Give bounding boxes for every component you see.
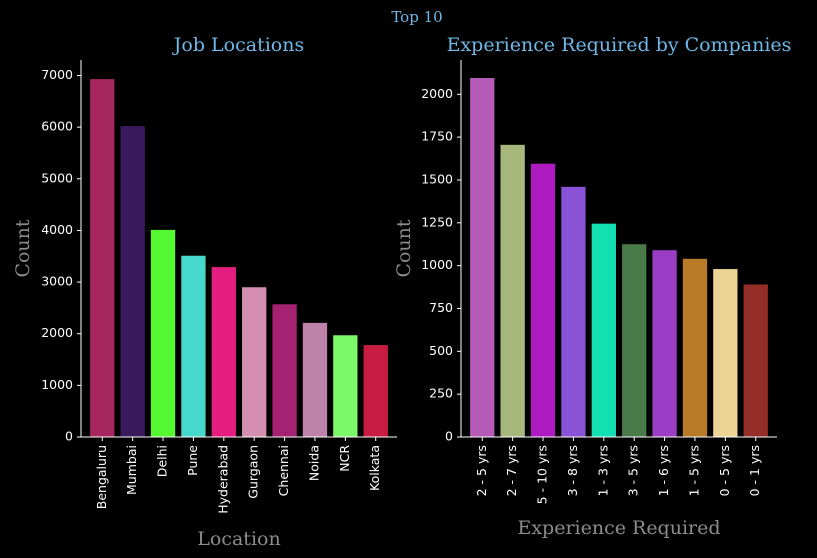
x-tick-label: Noida	[306, 445, 321, 481]
bar-0-1-yrs	[743, 284, 768, 437]
y-tick-label: 2000	[421, 86, 453, 101]
x-tick-label: Kolkata	[367, 445, 382, 491]
x-tick-label: Bengaluru	[94, 445, 109, 509]
y-tick-label: 750	[429, 300, 453, 315]
y-tick-label: 4000	[41, 222, 73, 237]
x-tick-label: 5 - 10 yrs	[535, 445, 550, 504]
y-tick-label: 0	[445, 429, 453, 444]
x-tick-label: 0 - 5 yrs	[717, 445, 732, 496]
y-tick-label: 1000	[421, 257, 453, 272]
x-axis-ticks: 2 - 5 yrs 2 - 7 yrs 5 - 10 yrs 3 - 8 yrs 1 -…	[474, 437, 762, 504]
bar-pune	[181, 255, 206, 437]
y-tick-label: 250	[429, 386, 453, 401]
bar-1-6-yrs	[652, 250, 677, 437]
y-tick-label: 1250	[421, 214, 453, 229]
chart-title: Job Locations	[172, 34, 304, 56]
bars	[470, 77, 768, 438]
x-tick-label: Hyderabad	[215, 445, 230, 514]
x-tick-label: Gurgaon	[246, 445, 261, 499]
x-tick-label: 1 - 6 yrs	[656, 445, 671, 496]
x-tick-label: 2 - 7 yrs	[504, 445, 519, 496]
bar-2-5-yrs	[470, 77, 495, 438]
x-tick-label: 0 - 1 yrs	[747, 445, 762, 496]
y-tick-label: 500	[429, 343, 453, 358]
bar-1-3-yrs	[591, 223, 616, 437]
bar-3-5-yrs	[622, 244, 647, 437]
bar-kolkata	[363, 345, 388, 437]
x-tick-label: Mumbai	[124, 445, 139, 495]
chart-title: Experience Required by Companies	[447, 34, 792, 56]
bar-0-5-yrs	[713, 269, 738, 437]
bar-noida	[302, 322, 328, 437]
x-axis-label: Experience Required	[517, 517, 720, 539]
bar-1-5-yrs	[682, 258, 708, 437]
bar-2-7-yrs	[500, 144, 525, 437]
chart-job-locations: Job Locations Location Count 0 1000 2000 30…	[12, 34, 397, 550]
x-tick-label: 3 - 8 yrs	[565, 445, 580, 496]
bar-gurgaon	[242, 287, 267, 437]
x-axis-label: Location	[197, 528, 280, 550]
x-tick-label: 2 - 5 yrs	[474, 445, 489, 496]
x-tick-label: Pune	[185, 445, 200, 476]
bar-5-10-yrs	[530, 163, 556, 438]
bar-hyderabad	[211, 267, 236, 437]
y-tick-label: 1750	[421, 129, 453, 144]
y-axis-ticks: 0 250 500 750 1000 1250 1500 1750 2000	[421, 86, 461, 444]
bar-bengaluru	[90, 79, 115, 437]
bars	[90, 79, 388, 437]
y-tick-label: 5000	[41, 170, 73, 185]
y-axis-ticks: 0 1000 2000 3000 4000 5000 6000 7000	[41, 67, 81, 444]
y-tick-label: 1500	[421, 171, 453, 186]
chart-experience-required: Experience Required by Companies Experie…	[393, 34, 791, 539]
bar-3-8-yrs	[561, 186, 586, 437]
figure-suptitle: Top 10	[391, 8, 442, 26]
bar-delhi	[150, 229, 176, 437]
y-axis-label: Count	[393, 219, 415, 277]
y-tick-label: 7000	[41, 67, 73, 82]
y-tick-label: 1000	[41, 377, 73, 392]
y-tick-label: 3000	[41, 274, 73, 289]
bar-mumbai	[120, 126, 145, 437]
y-tick-label: 2000	[41, 325, 73, 340]
x-tick-label: Chennai	[276, 445, 291, 496]
x-tick-label: NCR	[337, 445, 352, 472]
y-tick-label: 0	[65, 429, 73, 444]
x-axis-ticks: Bengaluru Mumbai Delhi Pune Hyderabad Gurgaon…	[94, 437, 382, 514]
bar-chennai	[272, 304, 297, 437]
bar-ncr	[333, 335, 358, 437]
x-tick-label: 1 - 5 yrs	[686, 445, 701, 496]
y-axis-label: Count	[12, 219, 34, 277]
x-tick-label: 3 - 5 yrs	[626, 445, 641, 496]
x-tick-label: Delhi	[155, 445, 170, 477]
y-tick-label: 6000	[41, 119, 73, 134]
x-tick-label: 1 - 3 yrs	[595, 445, 610, 496]
